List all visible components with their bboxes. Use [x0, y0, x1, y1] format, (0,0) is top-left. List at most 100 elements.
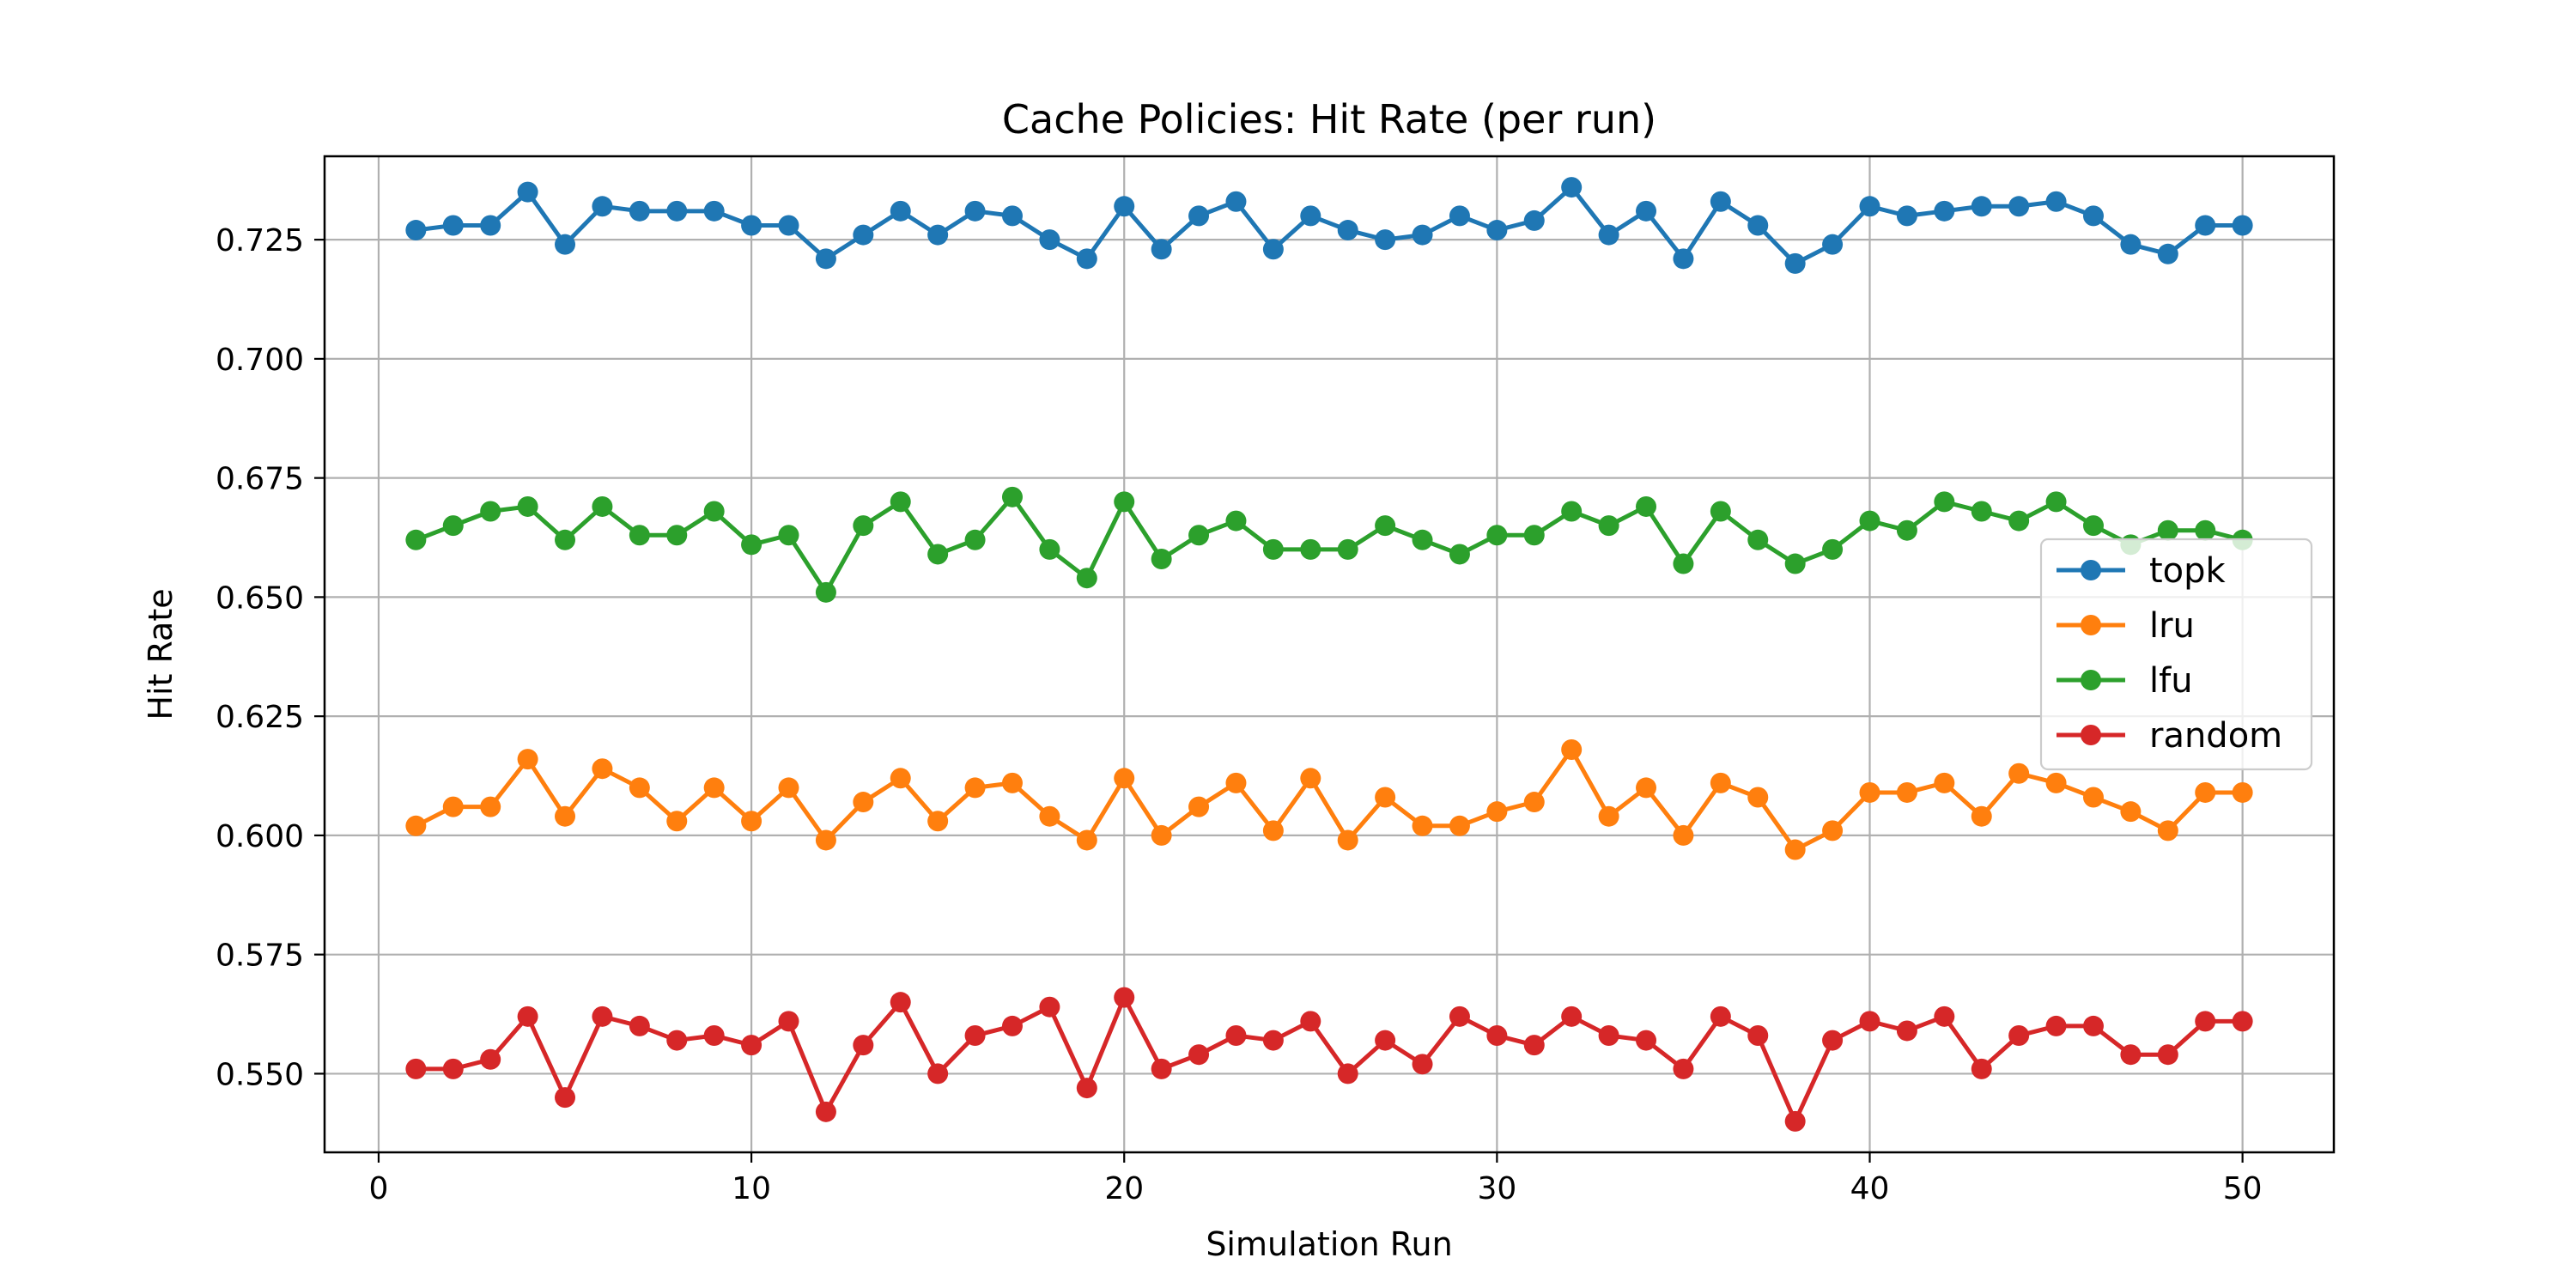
data-point-random [890, 992, 911, 1013]
data-point-topk [1188, 205, 1210, 227]
data-point-lfu [2195, 519, 2216, 541]
data-point-topk [2082, 205, 2104, 227]
data-point-lru [815, 829, 836, 851]
legend-label: random [2149, 716, 2282, 756]
data-point-lru [1561, 739, 1583, 761]
data-point-lru [666, 811, 688, 832]
data-point-lru [592, 758, 613, 780]
data-point-lfu [1188, 525, 1210, 546]
data-point-lru [2008, 762, 2030, 784]
data-point-lru [1598, 805, 1619, 827]
data-point-topk [1971, 196, 1992, 217]
data-point-lfu [1859, 510, 1880, 532]
data-point-lru [1337, 829, 1358, 851]
data-point-topk [480, 215, 501, 236]
series-topk [405, 177, 2253, 274]
data-point-lfu [1337, 538, 1358, 560]
data-point-random [2008, 1025, 2030, 1047]
data-point-topk [1747, 215, 1769, 236]
data-point-lfu [1151, 548, 1172, 569]
data-point-lru [2195, 781, 2216, 803]
data-point-lfu [1784, 553, 1806, 574]
data-point-topk [1001, 205, 1023, 227]
data-point-random [1598, 1025, 1619, 1047]
data-point-lru [480, 796, 501, 817]
data-point-topk [1151, 239, 1172, 260]
data-point-lfu [480, 501, 501, 522]
x-tick-label: 40 [1850, 1171, 1890, 1206]
data-point-random [442, 1058, 464, 1079]
data-point-lru [1225, 772, 1247, 793]
data-point-random [666, 1030, 688, 1051]
data-point-lru [1784, 839, 1806, 860]
data-point-lfu [555, 529, 576, 550]
data-point-random [405, 1058, 427, 1079]
data-point-lru [2082, 787, 2104, 808]
y-tick-label: 0.700 [216, 343, 304, 378]
plot-frame [323, 155, 2336, 1154]
data-point-random [927, 1063, 949, 1084]
data-point-lru [778, 777, 799, 799]
data-point-random [2045, 1015, 2067, 1036]
data-point-topk [629, 200, 650, 222]
data-point-lfu [442, 515, 464, 537]
data-point-lfu [1300, 538, 1321, 560]
data-point-lfu [1076, 568, 1097, 589]
y-tick-label: 0.650 [216, 580, 304, 616]
data-point-lfu [1039, 538, 1060, 560]
data-point-lfu [1747, 529, 1769, 550]
data-point-lru [1896, 781, 1917, 803]
data-point-random [1449, 1005, 1470, 1027]
data-point-random [2157, 1044, 2178, 1066]
data-point-topk [2008, 196, 2030, 217]
data-point-topk [1561, 177, 1583, 198]
data-point-random [480, 1048, 501, 1070]
legend-marker [2081, 725, 2101, 745]
legend-label: topk [2149, 551, 2227, 591]
series-random [405, 987, 2253, 1132]
legend-item-topk: topk [2057, 551, 2227, 591]
legend-marker [2081, 615, 2101, 635]
data-point-lfu [2082, 515, 2104, 537]
data-point-random [1151, 1058, 1172, 1079]
data-point-topk [1412, 224, 1433, 246]
data-point-lru [927, 811, 949, 832]
data-point-lru [964, 777, 986, 799]
data-point-topk [2195, 215, 2216, 236]
data-point-topk [1934, 200, 1955, 222]
legend-item-random: random [2057, 716, 2282, 756]
legend-marker [2081, 670, 2101, 690]
data-point-lru [629, 777, 650, 799]
data-point-lfu [2157, 519, 2178, 541]
y-axis-label: Hit Rate [142, 588, 179, 720]
data-point-lru [853, 792, 874, 813]
data-point-random [1784, 1110, 1806, 1132]
data-point-lru [555, 805, 576, 827]
x-tick-label: 0 [368, 1171, 388, 1206]
data-point-lfu [1636, 495, 1657, 517]
data-point-lfu [1971, 501, 1992, 522]
legend: topk lru lfu random [2039, 538, 2313, 771]
data-point-lru [1673, 824, 1694, 846]
data-point-random [629, 1015, 650, 1036]
data-point-lru [1188, 796, 1210, 817]
data-point-topk [778, 215, 799, 236]
data-point-random [555, 1087, 576, 1109]
data-point-lfu [1523, 525, 1545, 546]
data-point-random [1412, 1054, 1433, 1075]
data-point-topk [2157, 243, 2178, 264]
data-point-random [1561, 1005, 1583, 1027]
data-point-lru [1523, 792, 1545, 813]
data-point-lru [1486, 801, 1508, 823]
data-point-lru [1449, 815, 1470, 836]
data-point-lru [1076, 829, 1097, 851]
data-point-random [1001, 1015, 1023, 1036]
data-point-topk [517, 181, 538, 203]
data-point-topk [1673, 248, 1694, 270]
data-point-random [592, 1005, 613, 1027]
data-point-lfu [1896, 519, 1917, 541]
y-tick-label: 0.625 [216, 700, 304, 735]
data-point-lfu [405, 529, 427, 550]
data-point-lru [1151, 824, 1172, 846]
data-point-topk [1822, 234, 1844, 255]
